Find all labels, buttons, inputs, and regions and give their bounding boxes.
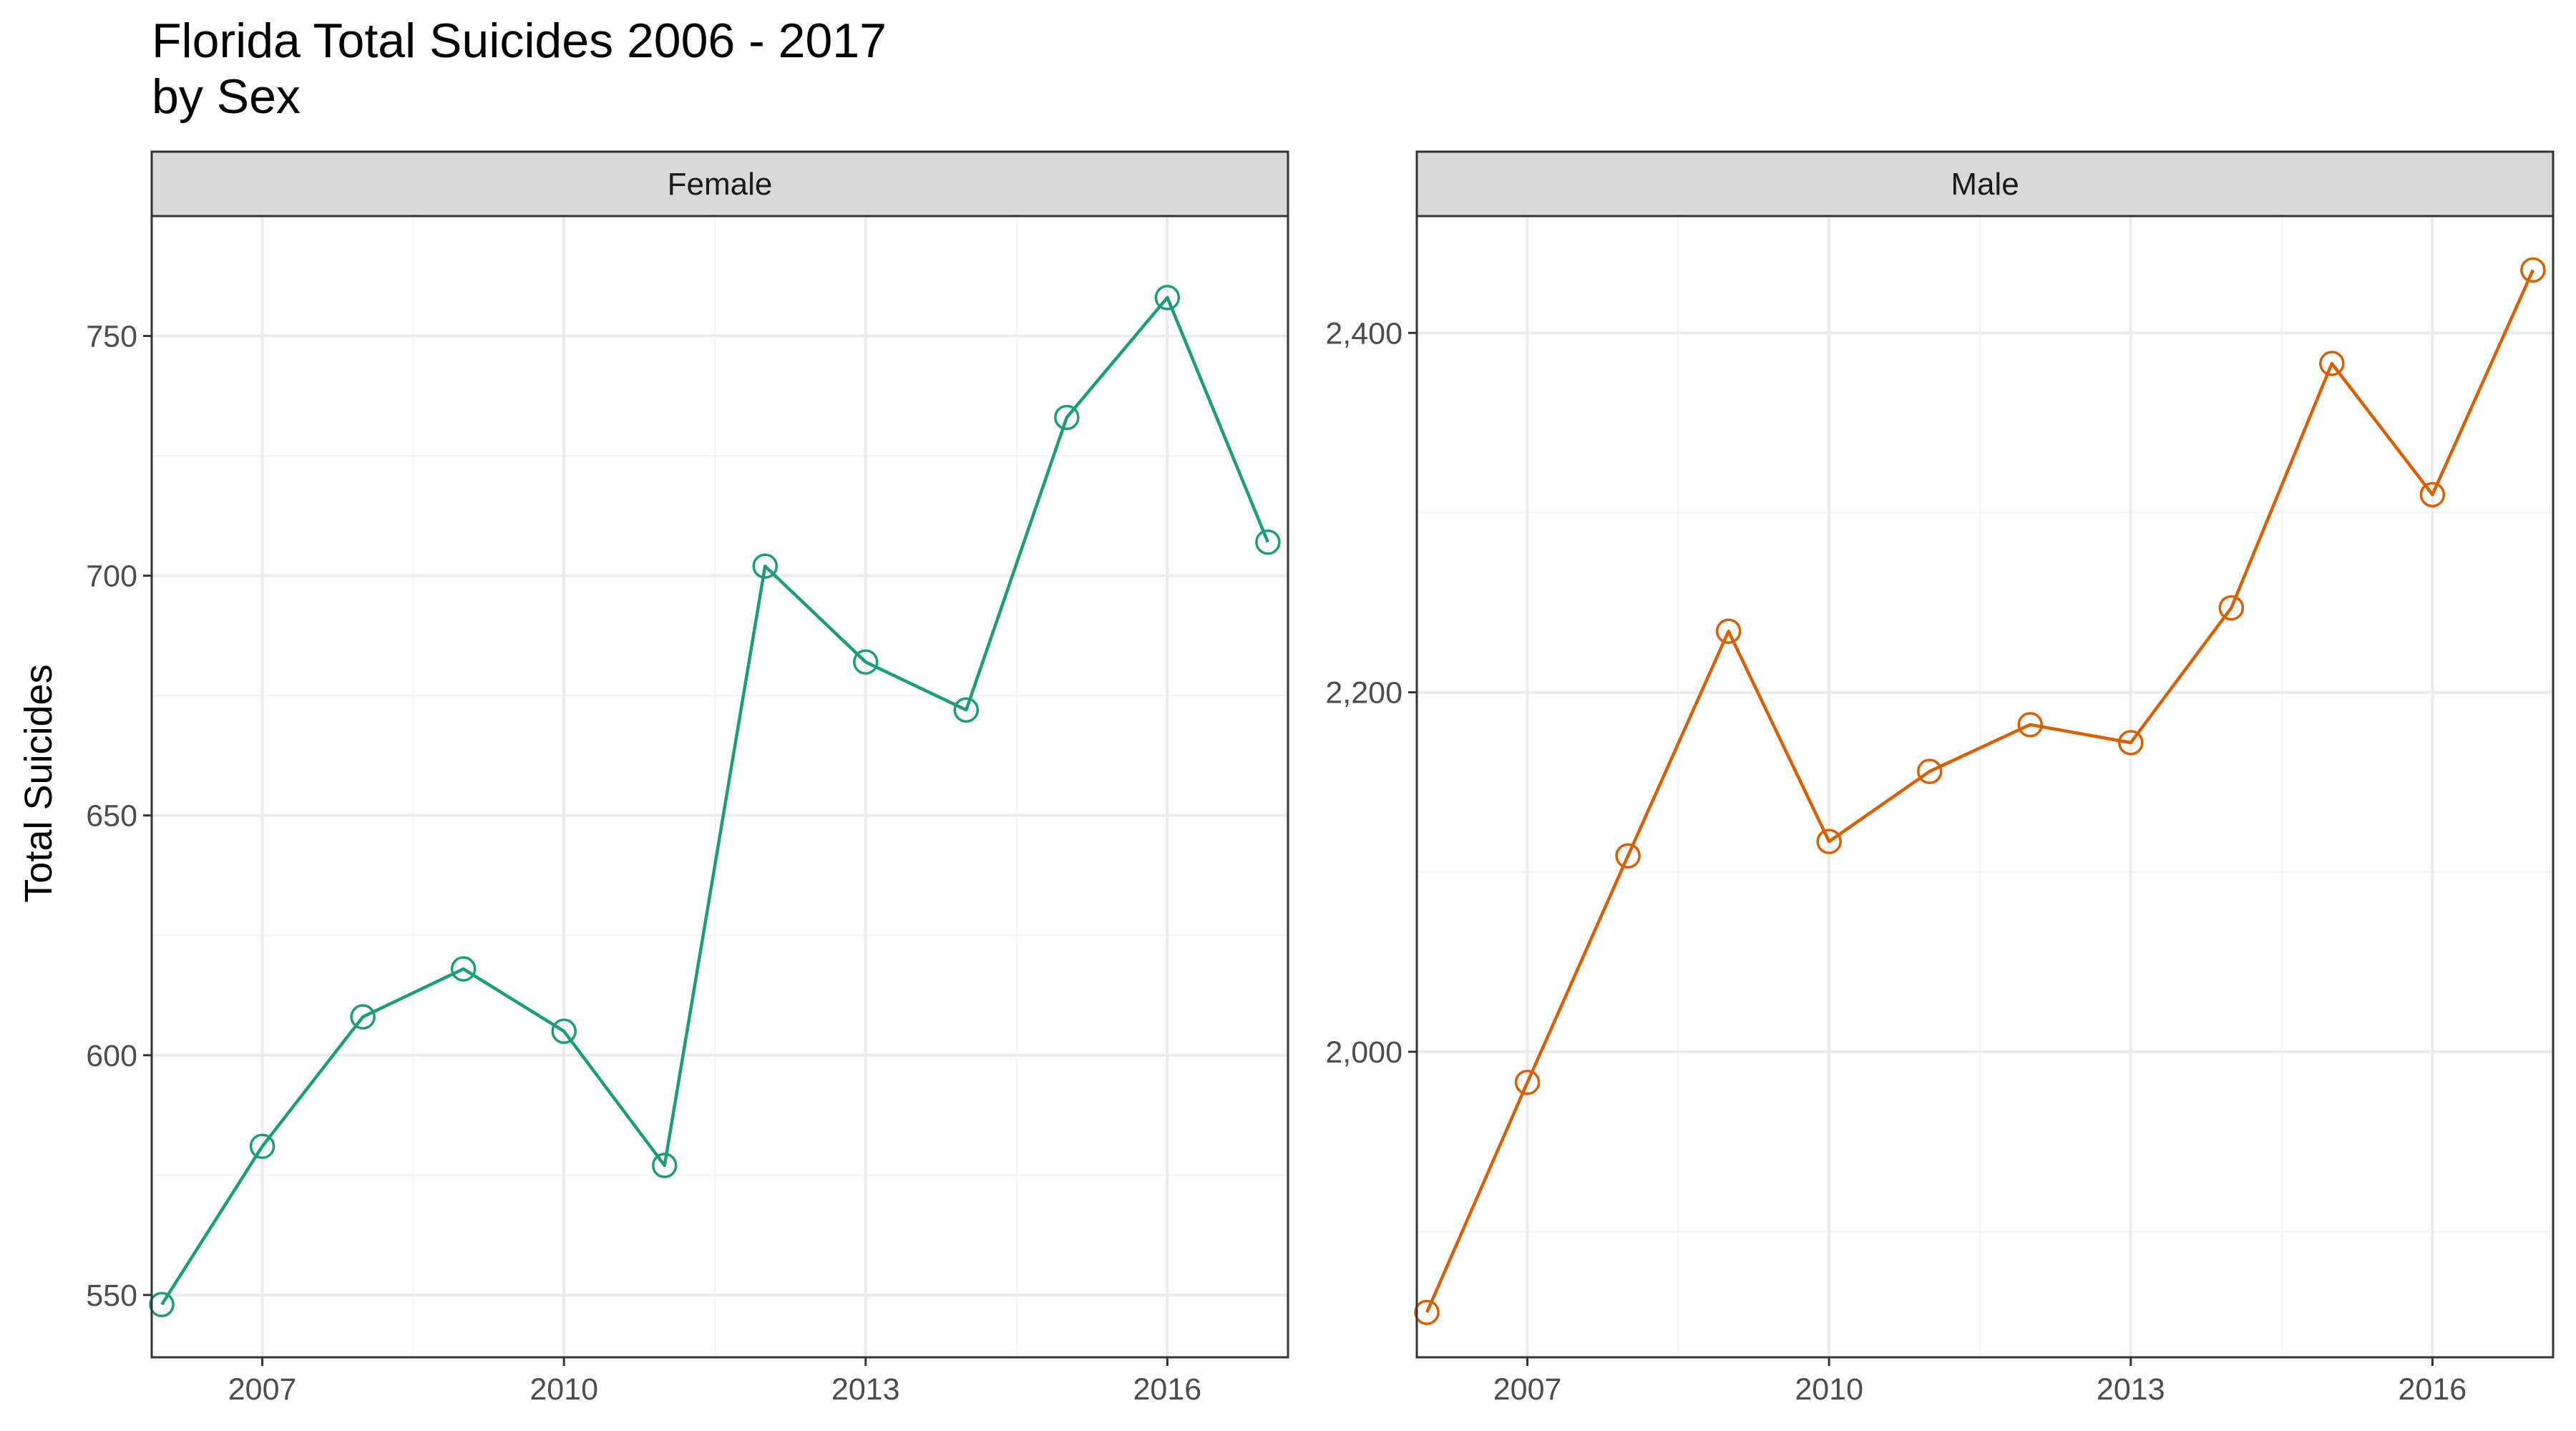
x-tick-label: 2010 [1795, 1372, 1863, 1407]
x-tick-label: 2007 [1493, 1372, 1562, 1407]
data-point [1154, 285, 1181, 311]
data-point [1916, 758, 1943, 784]
data-point [1715, 618, 1742, 644]
panel-background [1417, 216, 2553, 1357]
y-axis-title: Total Suicides [17, 664, 60, 902]
data-point [1816, 829, 1842, 854]
y-tick-label: 2,000 [1325, 1035, 1402, 1070]
series-line-female [160, 296, 1269, 1306]
y-tick-label: 750 [86, 320, 137, 354]
data-point [752, 553, 778, 579]
panel-male: Male 2007 2010 2013 2016 2,000 2,200 2,400 [1325, 150, 2555, 1407]
panel-female: Female 2007 2010 2013 2016 550 600 650 700 750 [86, 150, 1289, 1407]
data-point [1514, 1069, 1541, 1095]
chart-title-block: Florida Total Suicides 2006 - 2017 by Se… [152, 13, 887, 124]
data-point [1414, 1299, 1440, 1325]
data-point [2520, 257, 2546, 283]
y-tick-label: 600 [86, 1039, 137, 1073]
data-point [551, 1018, 577, 1045]
facet-strip-label: Female [668, 167, 773, 202]
chart-title: Florida Total Suicides 2006 - 2017 [152, 14, 887, 68]
facet-strip [150, 150, 1289, 218]
data-point [2419, 482, 2446, 508]
series-line-male [1425, 269, 2534, 1314]
panel-background [152, 216, 1288, 1357]
y-tick-label: 700 [86, 560, 137, 594]
x-tick-label: 2007 [228, 1372, 297, 1407]
x-tick-label: 2010 [530, 1372, 598, 1407]
data-point [1255, 529, 1281, 555]
data-point [853, 649, 879, 675]
data-point [149, 1291, 175, 1318]
data-point [2118, 730, 2144, 756]
x-tick-label: 2013 [2097, 1372, 2165, 1407]
data-point [2218, 595, 2245, 621]
x-tick-label: 2016 [2399, 1372, 2467, 1407]
data-point [2319, 351, 2345, 376]
data-point [1054, 404, 1080, 431]
data-point [2017, 712, 2043, 738]
chart-subtitle: by Sex [152, 69, 301, 124]
data-point [249, 1133, 275, 1159]
facet-strip [1415, 150, 2555, 218]
data-point [450, 956, 477, 982]
data-point [1615, 843, 1641, 869]
data-point [350, 1004, 376, 1030]
x-tick-label: 2013 [831, 1372, 900, 1407]
x-tick-label: 2016 [1133, 1372, 1202, 1407]
y-tick-label: 2,200 [1325, 676, 1402, 710]
data-point [651, 1153, 678, 1178]
y-tick-label: 2,400 [1325, 316, 1402, 351]
facet-strip-label: Male [1951, 167, 2019, 202]
y-tick-label: 550 [86, 1279, 137, 1313]
data-point [953, 697, 980, 723]
y-tick-label: 650 [86, 799, 137, 834]
